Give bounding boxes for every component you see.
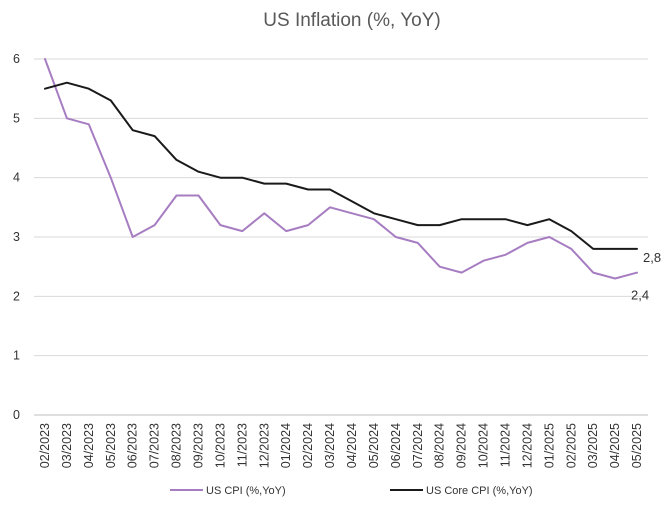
y-tick-label: 2	[13, 289, 20, 303]
legend-label: US Core CPI (%,YoY)	[426, 485, 533, 497]
gridlines	[34, 58, 648, 416]
legend: US CPI (%,YoY) US Core CPI (%,YoY)	[170, 485, 533, 497]
x-tick-label: 12/2023	[257, 423, 271, 468]
y-tick-label: 0	[13, 408, 20, 422]
x-tick-label: 08/2023	[170, 423, 184, 468]
data-label-core-cpi: 2,8	[643, 250, 661, 265]
x-tick-label: 03/2024	[323, 423, 337, 468]
series-line-cpi	[44, 58, 638, 280]
x-tick-label: 04/2025	[608, 423, 622, 468]
legend-label: US CPI (%,YoY)	[206, 485, 286, 497]
x-tick-label: 11/2024	[498, 423, 512, 467]
y-tick-label: 5	[13, 111, 20, 125]
x-tick-label: 02/2024	[301, 423, 315, 468]
x-tick-label: 05/2023	[104, 423, 118, 468]
x-tick-label: 11/2023	[235, 423, 249, 467]
x-tick-label: 12/2024	[520, 423, 534, 468]
x-tick-label: 04/2024	[345, 423, 359, 468]
y-tick-label: 3	[13, 230, 20, 244]
x-tick-label: 09/2023	[191, 423, 205, 468]
series-line-core-cpi	[44, 81, 638, 250]
y-tick-label: 1	[13, 349, 20, 363]
series-lines	[44, 58, 638, 280]
x-tick-label: 03/2025	[586, 423, 600, 468]
x-tick-label: 04/2023	[82, 423, 96, 468]
x-tick-label: 06/2023	[126, 423, 140, 468]
chart-title: US Inflation (%, YoY)	[263, 10, 440, 31]
x-tick-label: 08/2024	[433, 423, 447, 468]
x-tick-label: 10/2023	[213, 423, 227, 468]
y-axis-ticks: 0 1 2 3 4 5 6	[13, 52, 20, 422]
y-tick-label: 4	[13, 171, 20, 185]
x-tick-label: 03/2023	[60, 423, 74, 468]
x-tick-label: 05/2024	[367, 423, 381, 468]
x-tick-label: 01/2024	[279, 423, 293, 468]
data-labels: 2,4 2,8	[631, 250, 661, 303]
x-tick-label: 02/2023	[38, 423, 52, 468]
x-axis-ticks: 02/2023 03/2023 04/2023 05/2023 06/2023 07/20…	[38, 423, 644, 468]
data-label-cpi: 2,4	[631, 288, 649, 303]
y-tick-label: 6	[13, 52, 20, 66]
x-tick-label: 07/2024	[411, 423, 425, 468]
x-tick-label: 09/2024	[455, 423, 469, 468]
x-tick-label: 10/2024	[477, 423, 491, 468]
x-tick-label: 01/2025	[542, 423, 556, 468]
x-tick-label: 06/2024	[389, 423, 403, 468]
x-tick-label: 05/2025	[630, 423, 644, 468]
x-tick-label: 02/2025	[564, 423, 578, 468]
x-tick-label: 07/2023	[148, 423, 162, 468]
